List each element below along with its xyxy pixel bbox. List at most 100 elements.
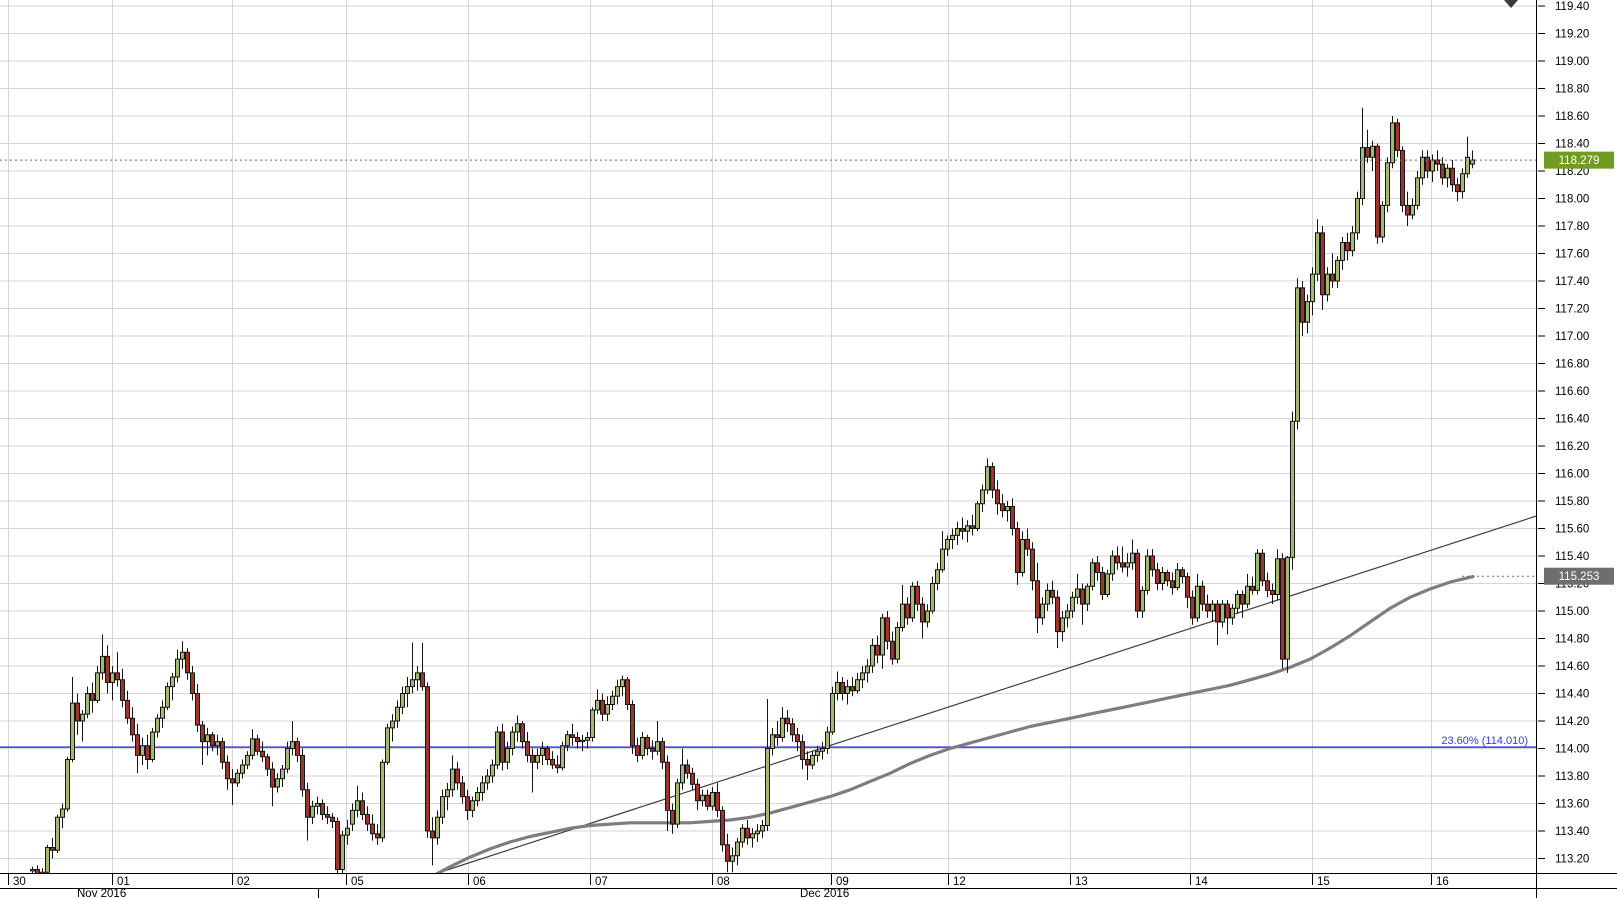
candle	[1025, 528, 1030, 556]
candle-body	[1260, 552, 1265, 582]
candle-body	[1270, 589, 1275, 595]
candle-body	[1125, 562, 1130, 568]
candle	[60, 803, 65, 829]
candle-body	[210, 734, 215, 747]
candle	[805, 751, 810, 781]
candle	[875, 635, 880, 664]
candle	[340, 831, 345, 873]
candle-body	[50, 847, 55, 851]
candle-body	[295, 741, 300, 756]
candle-body	[725, 844, 730, 862]
candle	[775, 721, 780, 746]
candle-body	[745, 827, 750, 839]
candle-body	[1050, 589, 1055, 598]
candle-body	[1065, 610, 1070, 619]
candle-body	[1140, 589, 1145, 612]
candle-body	[880, 617, 885, 656]
price-tick-label: 115.80	[1555, 496, 1589, 508]
candle-body	[45, 847, 50, 873]
candle	[295, 737, 300, 763]
candle	[755, 824, 760, 842]
candle-body	[565, 734, 570, 747]
candle-body	[695, 783, 700, 802]
candle	[795, 727, 800, 752]
bid-price-value: 118.279	[1559, 155, 1600, 167]
time-axis-area[interactable]	[0, 874, 1536, 898]
candle-body	[900, 603, 905, 628]
candle-body	[1460, 173, 1465, 193]
candle	[500, 723, 505, 771]
chart-shift-marker-icon[interactable]	[1504, 0, 1518, 8]
candle	[910, 582, 915, 622]
candle	[870, 638, 875, 673]
candle-body	[510, 731, 515, 749]
candle	[1295, 278, 1300, 430]
candle-body	[430, 830, 435, 839]
candle	[1395, 118, 1400, 158]
candle	[35, 865, 40, 873]
candle-body	[690, 772, 695, 785]
candle-body	[845, 686, 850, 694]
candle	[360, 792, 365, 820]
candle	[40, 868, 45, 873]
candle-body	[405, 686, 410, 694]
candle	[520, 721, 525, 749]
candle-body	[1235, 594, 1240, 609]
candle	[265, 754, 270, 776]
candle-body	[135, 734, 140, 756]
candle	[260, 741, 265, 763]
candle	[155, 714, 160, 738]
candle-body	[660, 741, 665, 763]
candle-body	[920, 603, 925, 623]
candle-body	[300, 754, 305, 791]
candle-body	[655, 741, 660, 752]
candle-body	[1210, 603, 1215, 612]
candle	[85, 686, 90, 719]
candle	[1050, 580, 1055, 605]
candle-body	[485, 775, 490, 784]
price-tick-label: 117.20	[1555, 304, 1589, 316]
candle	[515, 715, 520, 742]
candle	[365, 806, 370, 831]
candle	[890, 631, 895, 665]
candle	[125, 690, 130, 724]
candle-body	[1305, 301, 1310, 323]
candle	[440, 789, 445, 825]
candle	[525, 732, 530, 763]
candle	[730, 847, 735, 873]
trendline[interactable]	[439, 515, 1536, 873]
candle	[215, 734, 220, 756]
candle	[310, 800, 315, 825]
candle-body	[775, 734, 780, 738]
candle-body	[75, 702, 80, 722]
candle	[660, 737, 665, 770]
candle	[830, 686, 835, 735]
candle-body	[350, 809, 355, 825]
candle	[390, 714, 395, 742]
candle	[465, 789, 470, 820]
candle-body	[200, 724, 205, 743]
candle	[1135, 549, 1140, 618]
candle-body	[110, 672, 115, 683]
candle-body	[965, 525, 970, 532]
candle-body	[540, 748, 545, 756]
candle-body	[1310, 273, 1315, 303]
day-tick-label: 05	[351, 876, 364, 888]
candle	[170, 672, 175, 701]
candle	[1090, 558, 1095, 591]
candle-body	[35, 869, 40, 873]
candle	[1210, 600, 1215, 622]
candle-body	[1410, 204, 1415, 216]
price-tick-label: 117.60	[1555, 249, 1589, 261]
candle	[1020, 531, 1025, 577]
candle	[920, 597, 925, 639]
price-axis-area[interactable]	[1537, 0, 1617, 898]
candle-body	[1465, 156, 1470, 175]
candle-body	[385, 727, 390, 763]
candle	[1155, 562, 1160, 591]
candle	[330, 813, 335, 829]
candle	[135, 723, 140, 774]
candle	[1110, 550, 1115, 581]
price-tick-label: 115.40	[1555, 551, 1589, 563]
candle	[335, 817, 340, 873]
